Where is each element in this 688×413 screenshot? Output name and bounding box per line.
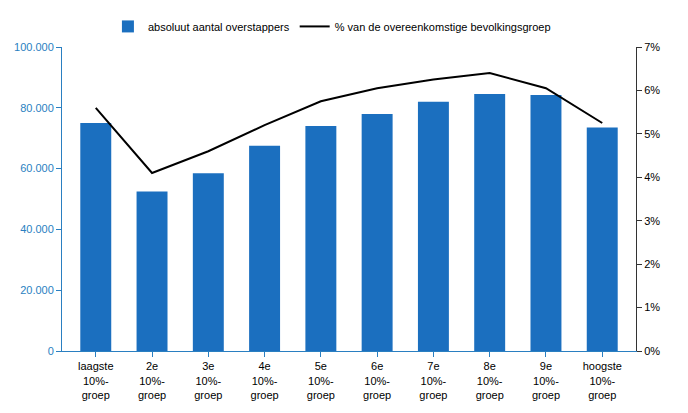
- svg-text:5e10%-groep: 5e10%-groep: [307, 360, 335, 401]
- svg-text:6%: 6%: [644, 84, 660, 96]
- svg-text:9e10%-groep: 9e10%-groep: [532, 360, 560, 401]
- svg-text:40.000: 40.000: [20, 223, 54, 235]
- svg-text:0: 0: [48, 345, 54, 357]
- svg-text:2e10%-groep: 2e10%-groep: [138, 360, 166, 401]
- svg-text:0%: 0%: [644, 345, 660, 357]
- svg-text:absoluut aantal overstappers: absoluut aantal overstappers: [148, 21, 290, 33]
- svg-text:laagste10%-groep: laagste10%-groep: [78, 360, 113, 401]
- svg-text:% van de overeenkomstige bevol: % van de overeenkomstige bevolkingsgroep: [335, 21, 551, 33]
- svg-text:1%: 1%: [644, 301, 660, 313]
- svg-text:80.000: 80.000: [20, 102, 54, 114]
- svg-text:3e10%-groep: 3e10%-groep: [194, 360, 222, 401]
- svg-text:60.000: 60.000: [20, 162, 54, 174]
- svg-text:4e10%-groep: 4e10%-groep: [251, 360, 279, 401]
- svg-text:4%: 4%: [644, 171, 660, 183]
- svg-text:100.000: 100.000: [14, 41, 54, 53]
- svg-text:2%: 2%: [644, 258, 660, 270]
- svg-text:7%: 7%: [644, 41, 660, 53]
- svg-text:5%: 5%: [644, 128, 660, 140]
- svg-text:6e10%-groep: 6e10%-groep: [363, 360, 391, 401]
- svg-text:7e10%-groep: 7e10%-groep: [419, 360, 447, 401]
- svg-text:hoogste10%-groep: hoogste10%-groep: [583, 360, 622, 401]
- svg-text:20.000: 20.000: [20, 284, 54, 296]
- svg-text:3%: 3%: [644, 215, 660, 227]
- svg-text:8e10%-groep: 8e10%-groep: [476, 360, 504, 401]
